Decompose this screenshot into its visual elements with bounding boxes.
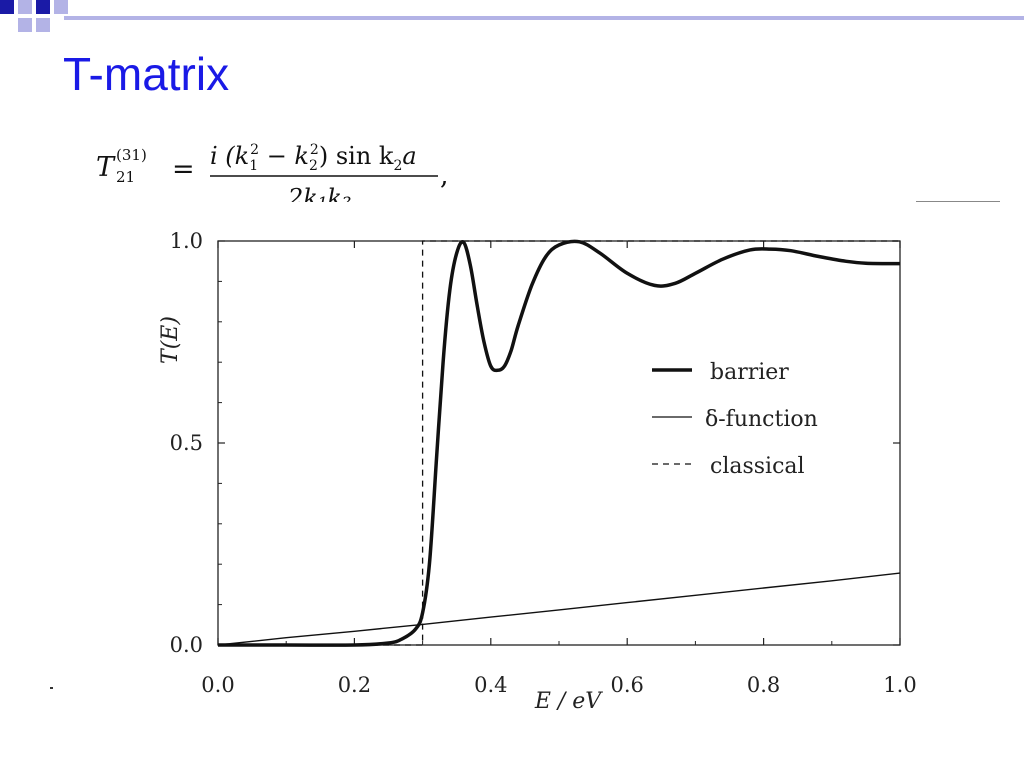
legend-label-barrier: barrier — [710, 360, 789, 385]
slide-title: T-matrix — [63, 48, 230, 100]
y-axis-label: T(E) — [158, 316, 183, 364]
formula-comma: , — [440, 160, 449, 191]
x-tick-label: 0.4 — [474, 673, 507, 697]
x-tick-label: 0.6 — [610, 673, 643, 697]
x-tick-label: 1.0 — [883, 673, 916, 697]
y-tick-label: 0.5 — [170, 431, 203, 455]
x-tick-label: 0.8 — [747, 673, 780, 697]
formula-lhs-superscript: (31) — [116, 146, 147, 164]
y-tick-label: 0.0 — [170, 633, 203, 657]
series-layer — [217, 239, 901, 647]
title-rule — [64, 16, 1024, 20]
x-tick-labels: 0.0 0.2 0.4 0.6 0.8 1.0 — [201, 673, 916, 697]
deco-square-5 — [36, 18, 50, 32]
x-axis-label: E / eV — [534, 689, 603, 714]
legend-label-classical: classical — [710, 454, 805, 479]
t-matrix-formula: T (31) 21 = i (k12 − k22) sin k2a 2k₁k₂ … — [96, 142, 449, 202]
deco-square-6 — [54, 0, 68, 14]
deco-square-1 — [0, 0, 14, 14]
plot-frame — [217, 240, 901, 646]
x-tick-label: 0.0 — [201, 673, 234, 697]
formula-numerator: i (k12 − k22) sin k2a — [210, 142, 417, 174]
formula-denominator: 2k₁k₂ — [287, 184, 352, 202]
y-tick-labels: 0.0 0.5 1.0 — [170, 229, 203, 657]
formula-lhs-subscript: 21 — [116, 168, 135, 186]
series-line-delta-function — [217, 572, 901, 646]
axis-ticks — [217, 240, 901, 646]
x-tick-label: 0.2 — [338, 673, 371, 697]
scan-artifact-line — [916, 201, 1000, 202]
deco-square-3 — [18, 18, 32, 32]
y-tick-label: 1.0 — [170, 229, 203, 253]
slide-decoration — [0, 0, 1024, 32]
formula-equals: = — [172, 154, 195, 185]
series-line-classical — [218, 240, 900, 646]
legend: barrier δ-function classical — [652, 360, 818, 479]
deco-square-2 — [18, 0, 32, 14]
scan-artifact-dot — [50, 687, 53, 689]
formula-lhs: T — [96, 152, 116, 183]
legend-label-delta: δ-function — [705, 407, 818, 432]
series-line-barrier — [218, 239, 901, 647]
deco-square-4 — [36, 0, 50, 14]
